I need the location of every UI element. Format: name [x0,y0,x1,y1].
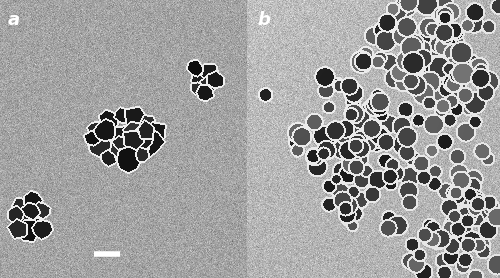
Text: a: a [8,11,20,29]
Text: b: b [257,11,270,29]
